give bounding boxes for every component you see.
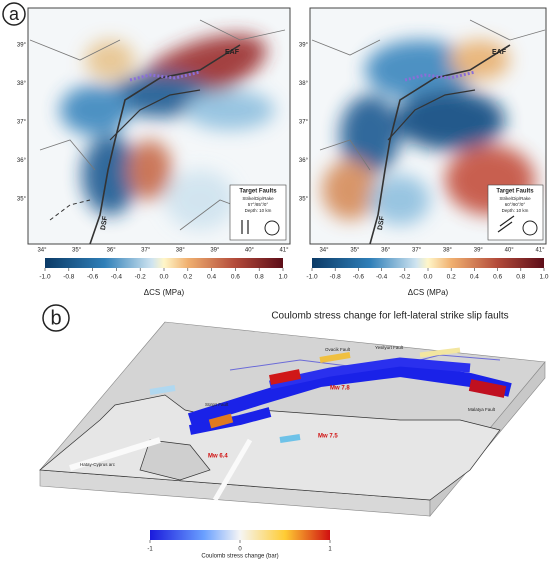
event-label: Mw 7.8 (330, 386, 350, 392)
colorbar-tick-label: -0.6 (353, 274, 365, 281)
colorbar (45, 258, 283, 268)
colorbar-tick-label: -1.0 (39, 274, 51, 281)
lat-label: 35° (17, 197, 27, 203)
colorbar (150, 530, 330, 540)
colorbar-tick-label: -0.4 (376, 274, 388, 281)
colorbar-tick-label: -0.8 (330, 274, 342, 281)
lon-label: 36° (381, 248, 391, 254)
fault-label: Malatya Fault (468, 407, 496, 412)
legend-text: Strike/Dip/Rake (499, 196, 531, 201)
colorbar (312, 258, 544, 268)
lon-label: 35° (350, 248, 360, 254)
colorbar-tick-label: 0.0 (423, 274, 432, 281)
colorbar-tick-label: -0.4 (111, 274, 123, 281)
fault-label: Hatay-Cyprus arc (80, 462, 116, 467)
lat-label: 37° (299, 120, 309, 126)
lon-label: 38° (443, 248, 453, 254)
lon-label: 37° (141, 248, 151, 254)
colorbar-tick-label: 0.4 (207, 274, 216, 281)
colorbar-tick-label: -0.8 (63, 274, 75, 281)
colorbar-tick-label: 1.0 (539, 274, 548, 281)
lon-label: 38° (176, 248, 186, 254)
legend-text: Strike/Dip/Rake (242, 196, 274, 201)
lat-label: 39° (299, 43, 309, 49)
lon-label: 40° (505, 248, 515, 254)
fault-label: Yesilyurt Fault (375, 345, 404, 350)
legend-title: Target Faults (496, 189, 534, 195)
lon-label: 35° (72, 248, 82, 254)
fault-label: Ovacik Fault (325, 347, 351, 352)
map-right: EAF DSF Target Faults Strike/Dip/Rake 60… (310, 8, 546, 244)
lon-label: 39° (210, 248, 220, 254)
map-left: EAF DSF Target Faults Strike/Dip/Rake 57… (28, 8, 290, 244)
colorbar-label: Coulomb stress change (bar) (201, 554, 278, 560)
event-label: Mw 6.4 (208, 454, 228, 460)
legend-text: Depth: 10 km (245, 208, 272, 213)
lat-label: 37° (17, 120, 27, 126)
lat-label: 38° (17, 81, 27, 87)
figure: a EAF DSF Target Faults Strike/Dip/R (0, 0, 550, 562)
colorbar-tick-label: 1.0 (278, 274, 287, 281)
colorbar-tick-label: 0.4 (470, 274, 479, 281)
lon-label: 36° (107, 248, 117, 254)
panel-title: Coulomb stress change for left-lateral s… (271, 311, 508, 322)
fault-label: Sürgü Fault (205, 402, 229, 407)
panel-label: a (9, 4, 20, 24)
colorbar-tick-label: -0.2 (135, 274, 147, 281)
colorbar-tick-label: 0.8 (255, 274, 264, 281)
lat-label: 38° (299, 81, 309, 87)
fault-label: EAF (225, 49, 240, 56)
colorbar-tick-label: -0.2 (399, 274, 411, 281)
colorbar-tick-label: 0.0 (159, 274, 168, 281)
lat-label: 35° (299, 197, 309, 203)
colorbar-tick-label: 1 (328, 547, 332, 553)
lon-label: 39° (474, 248, 484, 254)
lon-label: 34° (37, 248, 47, 254)
legend-text: 57°/85°/0° (248, 202, 269, 207)
colorbar-tick-label: 0 (238, 547, 242, 553)
lon-label: 41° (279, 248, 289, 254)
lat-label: 36° (17, 158, 27, 164)
panel-label: b (50, 307, 61, 329)
event-label: Mw 7.5 (318, 434, 338, 440)
colorbar-tick-label: 0.2 (447, 274, 456, 281)
colorbar-tick-label: 0.6 (231, 274, 240, 281)
colorbar-tick-label: -1 (147, 547, 153, 553)
colorbar-label: ΔCS (MPa) (408, 288, 449, 297)
colorbar-label: ΔCS (MPa) (144, 288, 185, 297)
legend-text: 60°/90°/0° (505, 202, 526, 207)
fault-label: EAF (492, 49, 507, 56)
lon-label: 40° (245, 248, 255, 254)
block-3d (40, 322, 545, 516)
lon-label: 41° (535, 248, 545, 254)
colorbar-tick-label: -0.6 (87, 274, 99, 281)
lon-label: 34° (319, 248, 329, 254)
colorbar-tick-label: 0.2 (183, 274, 192, 281)
legend-text: Depth: 10 km (502, 208, 529, 213)
lat-label: 36° (299, 158, 309, 164)
lon-label: 37° (412, 248, 422, 254)
colorbar-tick-label: 0.6 (493, 274, 502, 281)
colorbar-tick-label: 0.8 (516, 274, 525, 281)
colorbar-tick-label: -1.0 (306, 274, 318, 281)
lat-label: 39° (17, 43, 27, 49)
legend-title: Target Faults (239, 189, 277, 195)
